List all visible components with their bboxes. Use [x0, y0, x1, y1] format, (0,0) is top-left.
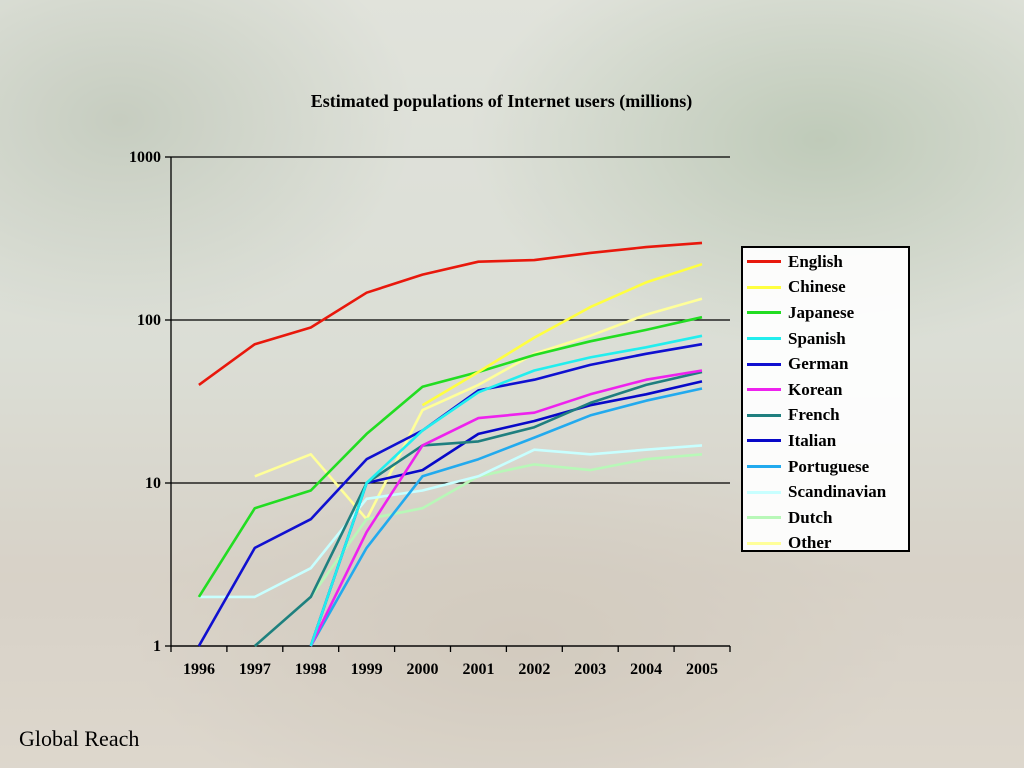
legend-swatch: [747, 362, 781, 366]
x-tick-label: 2002: [518, 661, 550, 678]
legend-swatch: [747, 465, 781, 469]
chart-legend: English Chinese Japanese Spanish German Korea…: [741, 246, 910, 552]
legend-swatch: [747, 311, 781, 315]
legend-label: Spanish: [788, 328, 846, 348]
legend-label: Scandinavian: [788, 482, 887, 502]
y-tick-label: 100: [137, 312, 161, 329]
series-line-korean: [309, 369, 703, 647]
legend-label: Italian: [788, 430, 837, 450]
legend-item-portuguese: Portuguese: [743, 454, 908, 480]
legend-swatch: [747, 516, 781, 520]
legend-swatch: [747, 285, 781, 289]
legend-label: Korean: [788, 379, 843, 399]
x-tick-label: 2004: [630, 661, 662, 678]
legend-item-dutch: Dutch: [743, 505, 908, 531]
x-tick-label: 2000: [407, 661, 439, 678]
legend-label: French: [788, 405, 840, 425]
legend-swatch: [747, 337, 781, 341]
legend-item-scandinavian: Scandinavian: [743, 479, 908, 505]
legend-item-spanish: Spanish: [743, 326, 908, 352]
series-line-french: [253, 370, 703, 647]
series-line-portuguese: [309, 387, 703, 647]
legend-label: Dutch: [788, 507, 833, 527]
legend-swatch: [747, 439, 781, 443]
series-line-scandinavian: [198, 444, 703, 599]
legend-item-japanese: Japanese: [743, 300, 908, 326]
legend-item-chinese: Chinese: [743, 275, 908, 301]
legend-item-korean: Korean: [743, 377, 908, 403]
footer-text: Global Reach: [19, 726, 140, 751]
y-tick-label: 1: [153, 638, 161, 655]
legend-label: Other: [788, 533, 832, 553]
legend-swatch: [747, 541, 781, 545]
legend-swatch: [747, 260, 781, 264]
legend-item-german: German: [743, 351, 908, 377]
series-line-chinese: [421, 262, 703, 407]
x-tick-label: 2005: [686, 661, 718, 678]
series-line-english: [198, 241, 703, 386]
x-tick-label: 2001: [462, 661, 494, 678]
series-line-japanese: [197, 315, 703, 598]
legend-label: Japanese: [788, 302, 855, 322]
series-line-italian: [309, 380, 703, 647]
series-line-other: [254, 297, 703, 521]
x-tick-label: 1998: [295, 661, 327, 678]
chart-title: Estimated populations of Internet users …: [310, 91, 693, 111]
legend-label: Portuguese: [788, 456, 870, 476]
series-line-spanish: [309, 334, 703, 647]
x-tick-label: 1999: [351, 661, 383, 678]
y-tick-label: 1000: [129, 149, 161, 166]
legend-item-english: English: [743, 249, 908, 275]
x-tick-label: 2003: [574, 661, 606, 678]
legend-item-french: French: [743, 403, 908, 429]
legend-label: Chinese: [788, 277, 846, 297]
legend-item-other: Other: [743, 531, 908, 557]
legend-item-italian: Italian: [743, 428, 908, 454]
legend-swatch: [747, 388, 781, 392]
x-tick-label: 1997: [239, 661, 271, 678]
legend-swatch: [747, 413, 781, 417]
legend-label: German: [788, 354, 849, 374]
legend-swatch: [747, 490, 781, 494]
y-tick-label: 10: [145, 475, 161, 492]
legend-label: English: [788, 251, 843, 271]
x-tick-label: 1996: [183, 661, 215, 678]
